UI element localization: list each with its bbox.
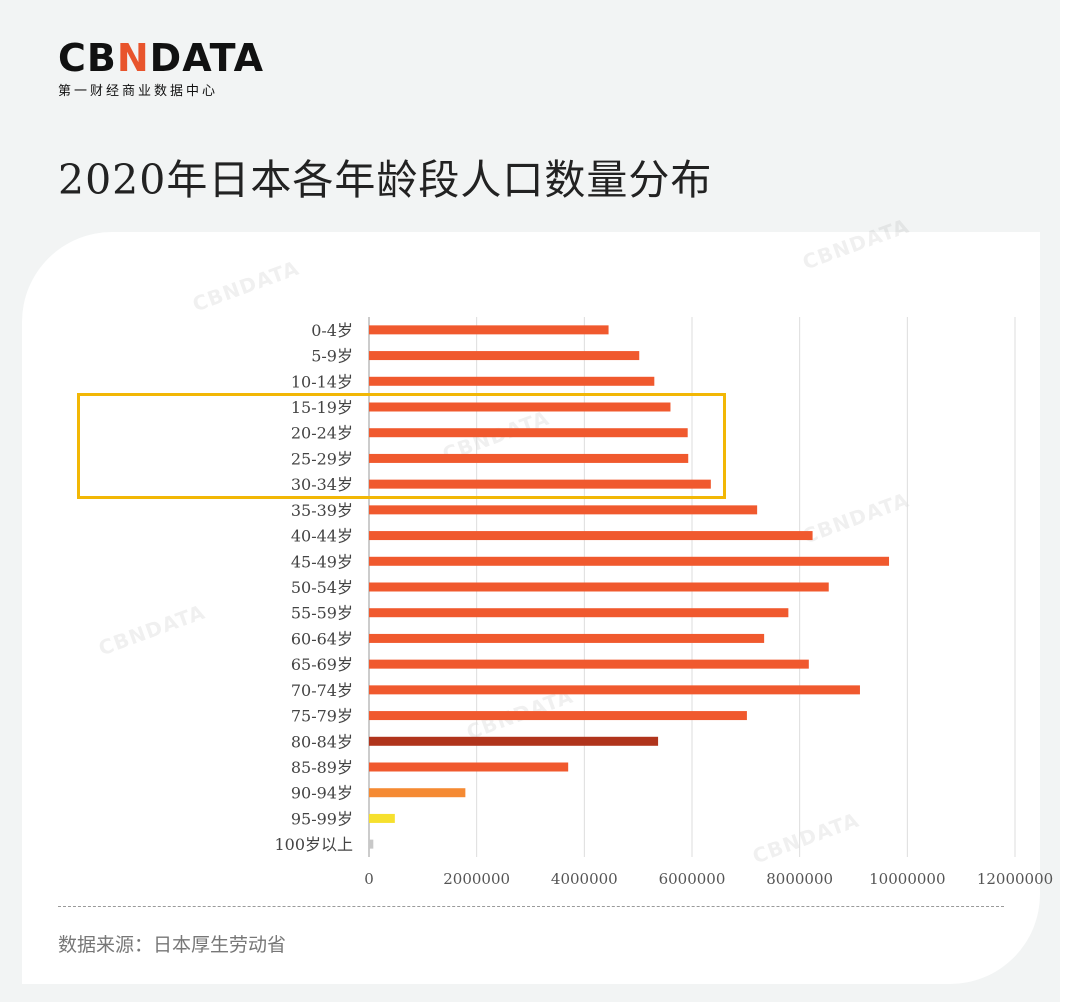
bar <box>369 376 655 386</box>
highlight-box <box>77 393 726 499</box>
brand-logo: CBNDATA 第一财经商业数据中心 <box>58 38 264 99</box>
bar <box>369 505 758 515</box>
category-label: 100岁以上 <box>274 835 353 854</box>
bar <box>369 685 860 695</box>
category-label: 0-4岁 <box>311 321 353 340</box>
category-label: 45-49岁 <box>291 552 353 571</box>
bar <box>369 839 374 849</box>
x-tick-label: 4000000 <box>551 870 618 888</box>
x-tick-label: 2000000 <box>443 870 510 888</box>
logo-wordmark: CBNDATA <box>58 36 265 80</box>
bar <box>369 453 689 463</box>
category-label: 95-99岁 <box>291 809 353 828</box>
category-label: 25-29岁 <box>291 449 353 468</box>
bar-chart: 0 2000000 4000000 6000000 8000000 10000000 120… <box>274 317 1053 888</box>
bar <box>369 813 395 823</box>
x-tick-label: 0 <box>364 870 374 888</box>
bar <box>369 479 711 489</box>
x-tick-label: 8000000 <box>766 870 833 888</box>
source-note: 数据来源：日本厚生劳动省 <box>58 934 287 956</box>
bar <box>369 556 890 566</box>
category-label: 30-34岁 <box>291 475 353 494</box>
bar <box>369 608 789 618</box>
category-label: 90-94岁 <box>291 784 353 803</box>
category-label: 80-84岁 <box>291 732 353 751</box>
bar <box>369 531 813 541</box>
x-tick-label: 6000000 <box>659 870 726 888</box>
category-label: 20-24岁 <box>291 424 353 443</box>
logo-subtitle: 第一财经商业数据中心 <box>58 84 219 99</box>
bar <box>369 402 671 412</box>
bar <box>369 582 829 592</box>
bar <box>369 325 609 335</box>
bar <box>369 428 688 438</box>
chart-title: 2020年日本各年龄段人口数量分布 <box>58 156 713 204</box>
category-label: 60-64岁 <box>291 629 353 648</box>
bar <box>369 351 640 361</box>
bar <box>369 762 569 772</box>
bar <box>369 788 466 798</box>
x-tick-label: 10000000 <box>869 870 945 888</box>
divider <box>58 906 1004 907</box>
category-label: 75-79岁 <box>291 707 353 726</box>
category-label: 10-14岁 <box>291 372 353 391</box>
bar <box>369 736 659 746</box>
bar <box>369 633 765 643</box>
x-tick-label: 12000000 <box>977 870 1053 888</box>
category-label: 70-74岁 <box>291 681 353 700</box>
bar <box>369 711 747 721</box>
category-label: 65-69岁 <box>291 655 353 674</box>
category-label: 5-9岁 <box>311 347 353 366</box>
category-label: 35-39岁 <box>291 501 353 520</box>
category-label: 85-89岁 <box>291 758 353 777</box>
category-label: 40-44岁 <box>291 527 353 546</box>
bar <box>369 659 809 669</box>
category-label: 55-59岁 <box>291 604 353 623</box>
category-label: 15-19岁 <box>291 398 353 417</box>
category-label: 50-54岁 <box>291 578 353 597</box>
